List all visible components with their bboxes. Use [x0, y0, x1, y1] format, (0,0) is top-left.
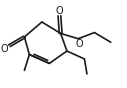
Text: O: O: [56, 6, 63, 16]
Text: O: O: [76, 39, 83, 49]
Text: O: O: [1, 44, 8, 54]
